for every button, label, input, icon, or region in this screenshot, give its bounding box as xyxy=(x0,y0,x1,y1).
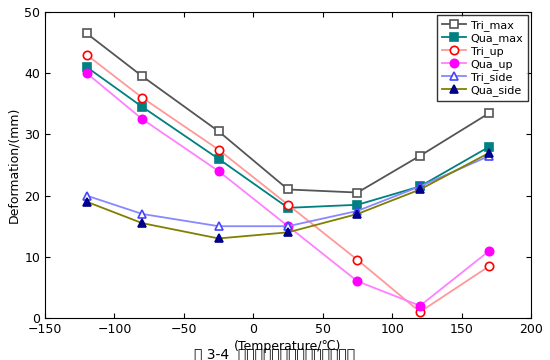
Legend: Tri_max, Qua_max, Tri_up, Qua_up, Tri_side, Qua_side: Tri_max, Qua_max, Tri_up, Qua_up, Tri_si… xyxy=(437,15,528,101)
Qua_max xyxy=(84,65,90,69)
Qua_up xyxy=(139,117,146,121)
Tri_side xyxy=(84,193,90,198)
Qua_max xyxy=(139,105,146,109)
Tri_side xyxy=(139,212,146,216)
Qua_side xyxy=(354,212,361,216)
Qua_side xyxy=(84,199,90,204)
Tri_side xyxy=(285,224,292,228)
Tri_side xyxy=(417,184,424,189)
Qua_side xyxy=(285,230,292,234)
Qua_side xyxy=(215,236,222,240)
Qua_side xyxy=(417,187,424,192)
Qua_max xyxy=(486,144,493,149)
Tri_up xyxy=(354,258,361,262)
Tri_up xyxy=(417,310,424,314)
Qua_up xyxy=(84,71,90,75)
X-axis label: (Temperature/℃): (Temperature/℃) xyxy=(234,340,342,353)
Tri_up xyxy=(486,264,493,268)
Tri_up xyxy=(285,203,292,207)
Y-axis label: Deformation/(mm): Deformation/(mm) xyxy=(7,107,20,223)
Qua_max xyxy=(354,203,361,207)
Qua_side xyxy=(486,150,493,155)
Line: Tri_side: Tri_side xyxy=(82,152,493,230)
Tri_max xyxy=(354,190,361,195)
Text: 图 3-4  筱体内框架随工作温度的形变图: 图 3-4 筱体内框架随工作温度的形变图 xyxy=(195,347,355,360)
Tri_max xyxy=(285,187,292,192)
Line: Qua_up: Qua_up xyxy=(82,69,493,310)
Tri_side xyxy=(354,209,361,213)
Qua_up xyxy=(417,303,424,308)
Line: Tri_up: Tri_up xyxy=(82,51,493,316)
Tri_up xyxy=(215,148,222,152)
Qua_max xyxy=(417,184,424,189)
Qua_up xyxy=(486,248,493,253)
Tri_up xyxy=(84,53,90,57)
Qua_up xyxy=(354,279,361,283)
Line: Qua_side: Qua_side xyxy=(82,149,493,243)
Line: Qua_max: Qua_max xyxy=(82,63,493,212)
Tri_max xyxy=(139,74,146,78)
Qua_side xyxy=(139,221,146,225)
Line: Tri_max: Tri_max xyxy=(82,29,493,197)
Tri_side xyxy=(215,224,222,228)
Tri_side xyxy=(486,154,493,158)
Qua_max xyxy=(285,206,292,210)
Tri_up xyxy=(139,95,146,100)
Tri_max xyxy=(486,111,493,115)
Tri_max xyxy=(215,129,222,134)
Qua_max xyxy=(215,157,222,161)
Tri_max xyxy=(417,154,424,158)
Tri_max xyxy=(84,31,90,36)
Qua_up xyxy=(215,169,222,173)
Qua_up xyxy=(285,224,292,228)
